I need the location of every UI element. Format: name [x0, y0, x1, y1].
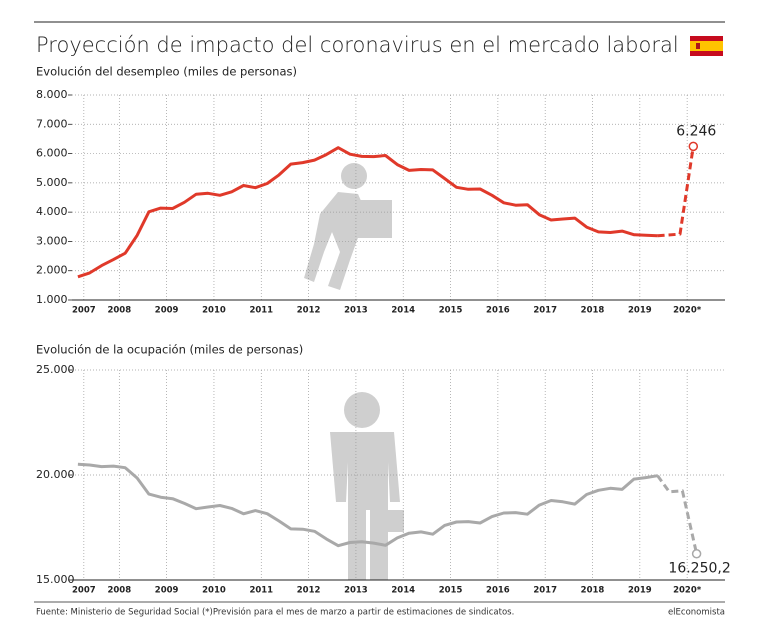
x-tick-label: 2013	[344, 306, 368, 316]
y-tick-label: 25.000	[36, 363, 75, 376]
unemployed-icon	[304, 163, 392, 290]
x-tick-label: 2014	[391, 306, 415, 316]
x-tick-label: 2012	[297, 586, 321, 596]
point-marker	[688, 141, 699, 152]
x-tick-label: 2018	[581, 306, 605, 316]
x-tick-label: 2015	[439, 306, 463, 316]
x-tick-label: 2010	[202, 306, 226, 316]
y-tick-label: 2.000	[36, 264, 68, 277]
x-tick-label: 2014	[391, 586, 415, 596]
series-line	[656, 474, 699, 555]
x-tick-label: 2013	[344, 586, 368, 596]
value-label: 6.246	[676, 123, 716, 139]
y-tick-label: 3.000	[36, 234, 68, 247]
y-tick-label: 1.000	[36, 293, 68, 306]
y-tick-label: 5.000	[36, 176, 68, 189]
x-tick-label: 2015	[439, 586, 463, 596]
x-tick-label: 2017	[533, 586, 557, 596]
y-tick-label: 8.000	[36, 88, 68, 101]
y-tick-label: 15.000	[36, 573, 75, 586]
x-tick-label: 2020*	[673, 306, 702, 316]
x-tick-label: 2016	[486, 586, 510, 596]
y-tick-label: 6.000	[36, 147, 68, 160]
x-tick-label: 2018	[581, 586, 605, 596]
x-tick-label: 2011	[249, 306, 273, 316]
x-tick-label: 2017	[533, 306, 557, 316]
x-tick-label: 2011	[249, 586, 273, 596]
title: Proyección de impacto del coronavirus en…	[36, 33, 679, 57]
value-label: 16.250,2	[668, 561, 730, 577]
y-tick-label: 20.000	[36, 468, 75, 481]
x-tick-label: 2019	[628, 306, 652, 316]
x-tick-label: 2009	[155, 586, 179, 596]
subtitle: Evolución de la ocupación (miles de pers…	[36, 343, 303, 357]
x-tick-label: 2010	[202, 586, 226, 596]
x-tick-label: 2019	[628, 586, 652, 596]
point-marker	[691, 548, 702, 559]
x-tick-label: 2020*	[673, 586, 702, 596]
x-tick-label: 2009	[155, 306, 179, 316]
y-tick-label: 7.000	[36, 117, 68, 130]
x-tick-label: 2008	[107, 306, 131, 316]
x-tick-label: 2016	[486, 306, 510, 316]
source: Fuente: Ministerio de Seguridad Social (…	[36, 607, 514, 618]
x-tick-label: 2008	[107, 586, 131, 596]
series-line	[77, 146, 658, 279]
series-line	[77, 462, 658, 548]
brand: elEconomista	[668, 608, 725, 618]
series-line	[657, 146, 695, 238]
subtitle: Evolución del desempleo (miles de person…	[36, 65, 297, 79]
x-tick-label: 2007	[72, 586, 96, 596]
flag	[690, 36, 723, 56]
employed-icon	[330, 392, 404, 580]
x-tick-label: 2007	[72, 306, 96, 316]
y-tick-label: 4.000	[36, 205, 68, 218]
x-tick-label: 2012	[297, 306, 321, 316]
